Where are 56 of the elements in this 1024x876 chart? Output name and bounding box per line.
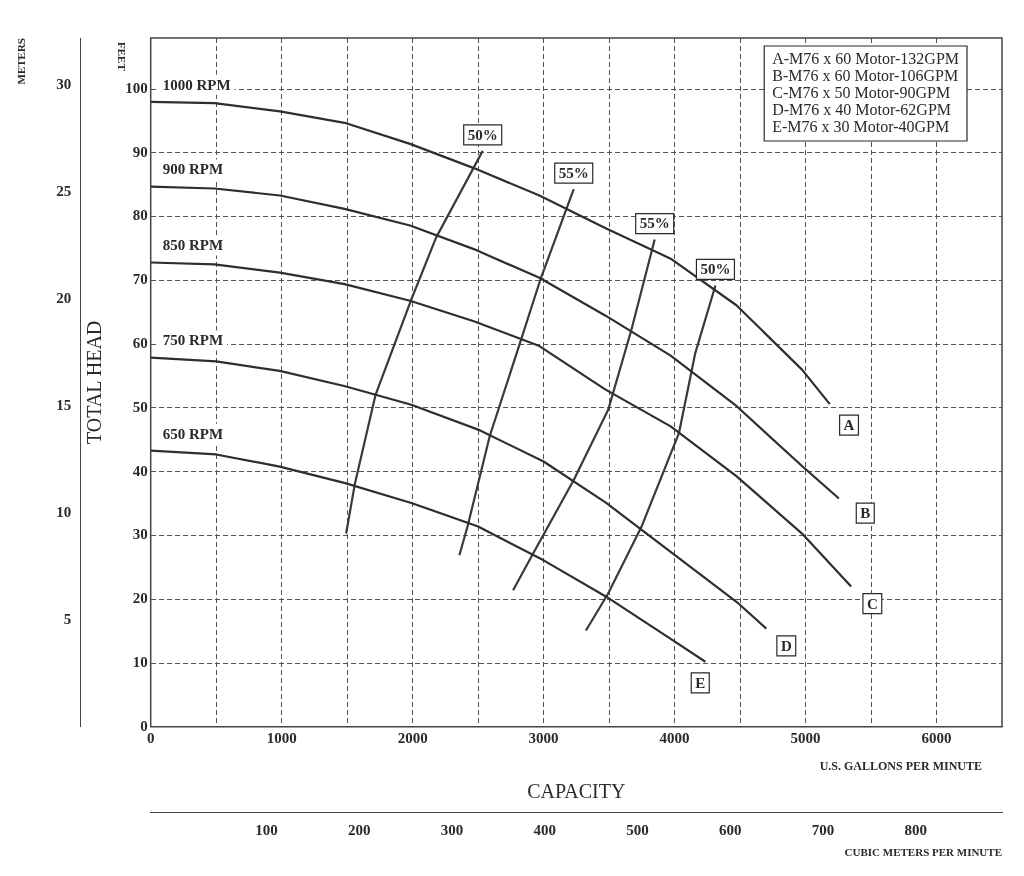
y3-tick-label: 30 — [56, 75, 72, 92]
y-tick-label: 70 — [132, 271, 148, 288]
annotation: B — [860, 505, 871, 522]
x2-tick-label: 700 — [811, 821, 835, 838]
x2-axis-title: CUBIC METERS PER MINUTE — [844, 846, 1002, 859]
annotation: A-M76 x 60 Motor-132GPM — [772, 49, 959, 67]
series-label: 650 RPM — [162, 425, 224, 442]
annotation: C-M76 x 50 Motor-90GPM — [772, 83, 951, 101]
x2-tick-label: 400 — [533, 821, 557, 838]
annotation: D-M76 x 40 Motor-62GPM — [772, 100, 951, 118]
x-tick-label: 5000 — [790, 729, 821, 746]
annotation: E — [695, 674, 706, 691]
x-tick-label: 3000 — [528, 729, 559, 746]
annotation: D — [780, 637, 792, 654]
text: U.S. GALLONS PER MINUTE — [819, 758, 982, 773]
y-tick-label: 30 — [132, 526, 148, 543]
y-axis-title: TOTAL HEAD — [83, 320, 106, 445]
series-label: 55% — [558, 165, 589, 182]
y3-tick-label: 20 — [56, 289, 72, 306]
y-tick-label: 40 — [132, 462, 148, 479]
y-tick-label: 60 — [132, 335, 148, 352]
y-tick-label: 90 — [132, 143, 148, 160]
y3-axis-title: METERS — [15, 38, 28, 85]
annotation: B-M76 x 60 Motor-106GPM — [772, 66, 959, 84]
x-tick-label: 4000 — [659, 729, 690, 746]
x2-tick-label: 600 — [719, 821, 742, 838]
series-label: 55% — [639, 215, 670, 232]
series-label: 850 RPM — [162, 237, 224, 254]
series-label: 1000 RPM — [162, 76, 231, 93]
text: FEET — [115, 42, 128, 72]
annotation: E-M76 x 30 Motor-40GPM — [772, 117, 950, 135]
x-tick-label: 6000 — [921, 729, 952, 746]
y3-tick-label: 15 — [56, 396, 72, 413]
x2-tick-label: 100 — [255, 821, 278, 838]
annotation: A — [843, 417, 855, 434]
series-label: 50% — [700, 261, 731, 278]
x2-tick-label: 500 — [626, 821, 649, 838]
y3-tick-label: 10 — [56, 503, 72, 520]
y-tick-label: 50 — [132, 398, 148, 415]
annotation: C — [866, 595, 878, 612]
series-label: 750 RPM — [162, 332, 224, 349]
series-label: 50% — [467, 126, 498, 143]
x2-tick-label: 300 — [440, 821, 464, 838]
y3-tick-label: 5 — [63, 610, 72, 627]
x2-tick-label: 200 — [348, 821, 371, 838]
x-tick-label: 2000 — [397, 729, 428, 746]
series-label: 900 RPM — [162, 161, 224, 178]
y-tick-label: 20 — [132, 590, 148, 607]
y-tick-label: 100 — [125, 79, 148, 96]
y3-tick-label: 25 — [56, 182, 72, 199]
y-tick-label: 80 — [132, 207, 148, 224]
y-tick-label: 0 — [140, 717, 148, 734]
y-tick-label: 10 — [132, 653, 148, 670]
x-tick-label: 1000 — [266, 729, 297, 746]
x-axis-title: CAPACITY — [527, 780, 626, 803]
x2-tick-label: 800 — [904, 821, 928, 838]
